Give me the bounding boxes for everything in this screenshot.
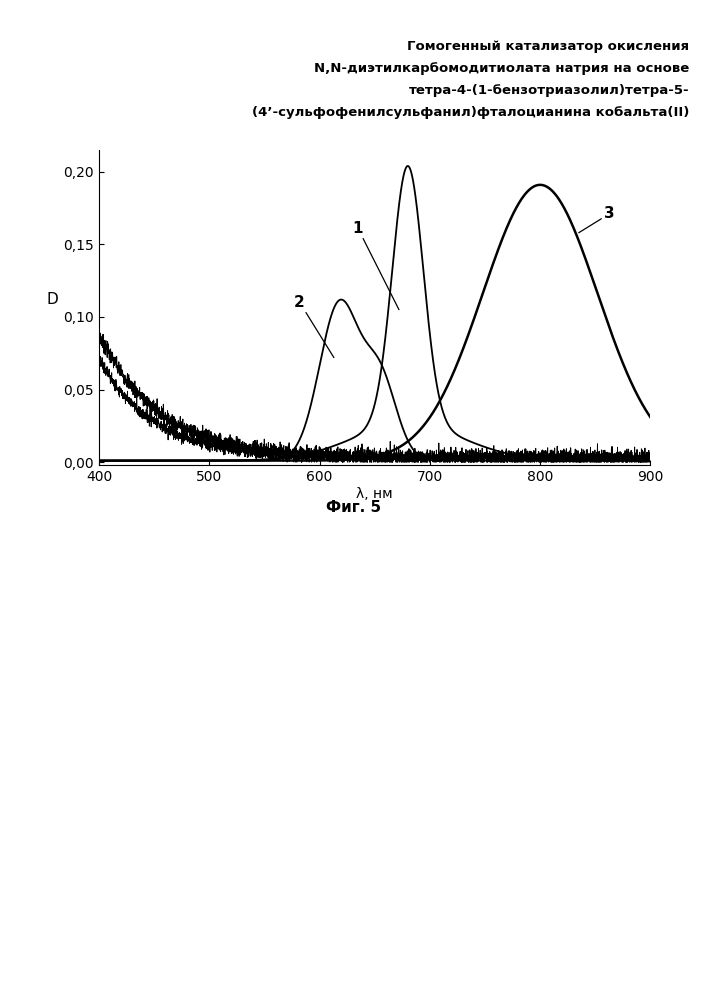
X-axis label: λ, нм: λ, нм — [356, 487, 393, 501]
Text: 3: 3 — [579, 206, 615, 233]
Y-axis label: D: D — [47, 292, 58, 308]
Text: (4’-сульфофенилсульфанил)фталоцианина кобальта(II): (4’-сульфофенилсульфанил)фталоцианина ко… — [252, 106, 689, 119]
Text: Фиг. 5: Фиг. 5 — [326, 500, 381, 515]
Text: 1: 1 — [353, 221, 399, 310]
Text: 2: 2 — [294, 295, 334, 358]
Text: Гомогенный катализатор окисления: Гомогенный катализатор окисления — [407, 40, 689, 53]
Text: тетра-4-(1-бензотриазолил)тетра-5-: тетра-4-(1-бензотриазолил)тетра-5- — [409, 84, 689, 97]
Text: N,N-диэтилкарбомодитиолата натрия на основе: N,N-диэтилкарбомодитиолата натрия на осн… — [314, 62, 689, 75]
